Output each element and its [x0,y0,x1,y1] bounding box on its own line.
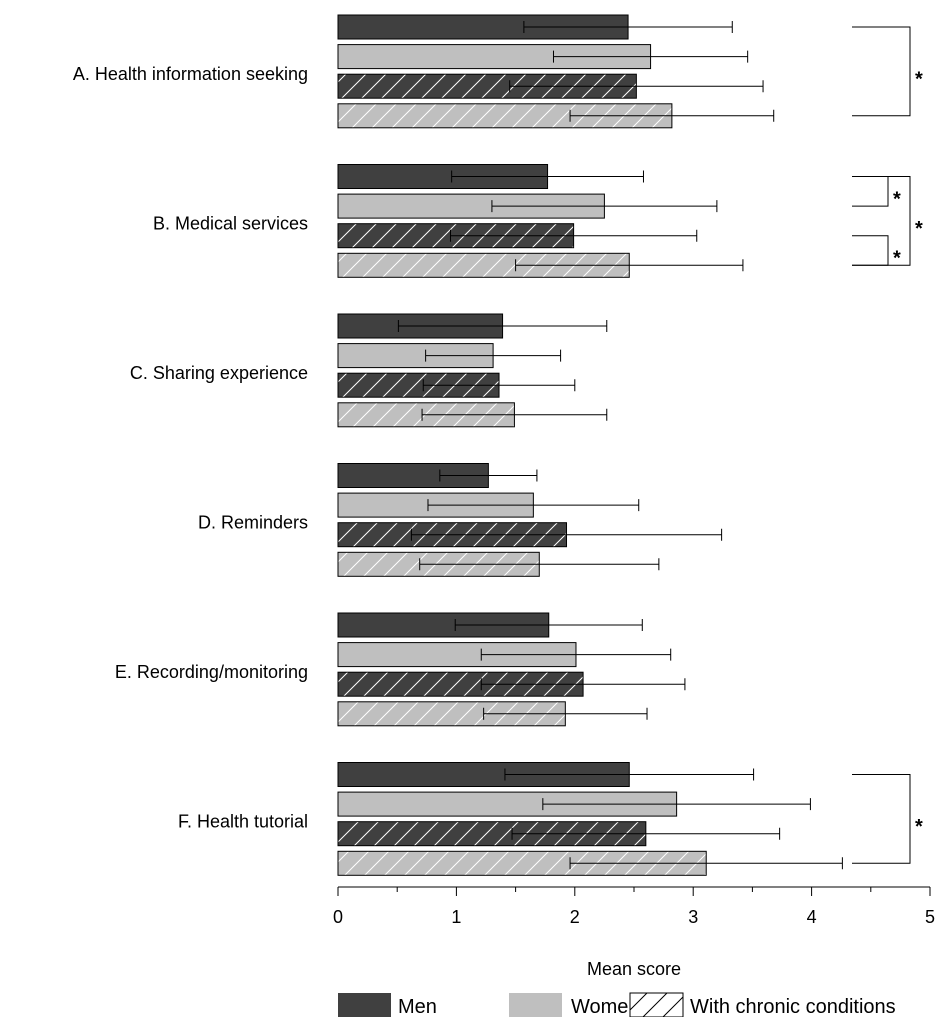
error-bar [419,558,660,571]
x-tick-label: 1 [451,907,461,927]
x-axis-title: Mean score [587,959,681,979]
x-tick-label: 0 [333,907,343,927]
error-bar [422,379,576,392]
error-bar [480,678,686,691]
error-bar [509,80,764,93]
legend-swatch [338,993,391,1017]
category-label: D. Reminders [198,513,308,533]
error-bar [454,619,643,631]
error-bar [427,499,640,512]
legend-swatch [629,992,684,1017]
significance-star: * [915,68,923,90]
error-bar [397,320,608,332]
error-bar [483,707,648,720]
significance-star: * [893,188,901,210]
error-bar [542,798,811,811]
legend-swatch [509,993,562,1017]
error-bar [504,768,755,781]
significance-bracket [852,176,911,266]
legend: Men Women With chronic conditions [338,992,896,1017]
significance-star: * [893,248,901,270]
significance-star: * [915,218,923,240]
bars [337,14,707,876]
error-bar [569,109,775,122]
x-axis: 0 1 2 3 4 5 [333,886,935,927]
x-tick-label: 2 [570,907,580,927]
error-bar [425,349,562,362]
error-bar [410,528,723,541]
category-label: C. Sharing experience [130,363,308,383]
error-bar [480,648,672,661]
x-tick-label: 3 [688,907,698,927]
significance-star: * [915,816,923,838]
category-label: E. Recording/monitoring [115,662,308,682]
error-bar [421,408,608,421]
error-bar [449,229,698,242]
significance-bracket [852,235,889,266]
category-labels: A. Health information seeking B. Medical … [73,64,308,832]
x-tick-label: 5 [925,907,935,927]
category-label: A. Health information seeking [73,64,308,84]
error-bar [523,21,733,33]
significance-bracket [852,176,889,207]
error-bar [569,857,843,870]
error-bar [515,259,744,272]
significance-bracket [852,774,911,864]
category-label: B. Medical services [153,214,308,234]
error-bar [552,50,749,63]
error-bar [439,469,538,482]
category-label: F. Health tutorial [178,812,308,832]
legend-label: Men [398,996,437,1017]
error-bars [397,21,843,870]
x-tick-label: 4 [807,907,817,927]
significance-brackets: * * * * * [852,26,923,864]
error-bar [511,827,781,840]
significance-bracket [852,26,911,117]
error-bar [451,170,644,183]
legend-label: Women [571,996,640,1017]
legend-label: With chronic conditions [690,996,896,1017]
error-bar [491,200,718,213]
